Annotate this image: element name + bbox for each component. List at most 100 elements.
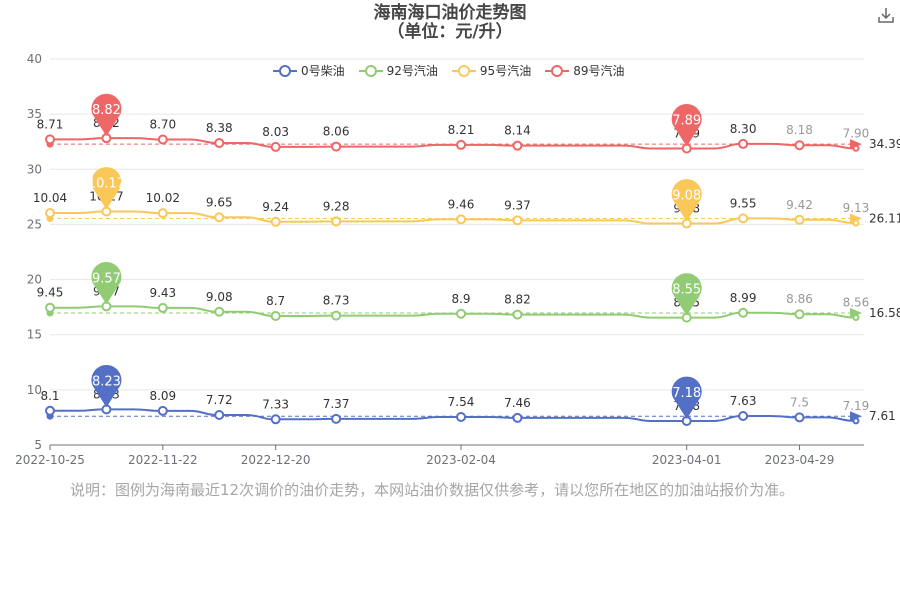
y-tick-label: 15: [27, 328, 42, 342]
legend-item[interactable]: 95号汽油: [451, 62, 532, 79]
data-point: [456, 411, 467, 422]
data-label: 8.09: [149, 389, 176, 403]
x-tick-label: 2022-11-22: [128, 453, 198, 467]
data-label: 9.43: [149, 286, 176, 300]
data-point: [852, 314, 860, 322]
data-label: 8.14: [504, 124, 531, 138]
data-point: [214, 410, 225, 421]
max-pin-label: 8.82: [92, 103, 121, 118]
data-point: [270, 216, 281, 227]
chart-note: 说明：图例为海南最近12次调价的油价走势，本网站油价数据仅供参考，请以您所在地区…: [70, 481, 795, 499]
data-point: [852, 144, 860, 152]
data-label: 8.7: [266, 294, 285, 308]
data-point: [331, 310, 342, 321]
data-point: [331, 413, 342, 424]
average-label: 34.39: [869, 137, 900, 151]
data-point: [456, 139, 467, 150]
data-label: 9.37: [504, 198, 531, 212]
data-label: 7.33: [262, 397, 289, 411]
min-pin: [671, 273, 702, 316]
data-point: [512, 309, 523, 320]
data-label: 8.99: [730, 291, 757, 305]
data-point: [214, 306, 225, 317]
data-label: 9.65: [206, 195, 233, 209]
x-tick-label: 2023-04-29: [765, 453, 835, 467]
data-point: [157, 134, 168, 145]
average-arrow: [850, 307, 862, 318]
data-point: [331, 141, 342, 152]
x-tick-label: 2022-12-20: [241, 453, 311, 467]
data-point: [456, 308, 467, 319]
max-pin-label: 10.17: [88, 177, 125, 192]
data-point: [512, 215, 523, 226]
data-point: [270, 310, 281, 321]
data-point: [270, 141, 281, 152]
data-label: 9.28: [323, 199, 350, 213]
data-point: [794, 140, 805, 151]
data-label: 7.19: [843, 399, 870, 413]
data-label: 8.73: [323, 294, 350, 308]
data-label: 9.42: [786, 198, 813, 212]
legend-marker-icon: [545, 64, 570, 77]
average-arrow: [850, 411, 862, 422]
data-point: [331, 216, 342, 227]
series-line: [50, 408, 856, 422]
data-point: [738, 213, 749, 224]
data-label: 8.86: [786, 292, 813, 306]
series-line: [50, 137, 856, 150]
max-pin-label: 8.23: [92, 374, 121, 389]
legend-label: 95号汽油: [479, 64, 532, 78]
legend-item[interactable]: 92号汽油: [358, 62, 438, 79]
legend-item[interactable]: 89号汽油: [545, 62, 624, 79]
min-pin: [671, 376, 702, 419]
data-label: 8.30: [730, 122, 757, 136]
x-tick-label: 2023-02-04: [426, 453, 496, 467]
data-point: [512, 140, 523, 151]
data-label: 9.24: [262, 200, 289, 214]
data-label: 9.13: [843, 201, 870, 215]
chart-legend: 0号柴油 92号汽油 95号汽油 89号汽油: [273, 62, 624, 79]
download-icon[interactable]: [877, 6, 895, 24]
data-label: 7.90: [843, 126, 870, 140]
average-label: 7.61: [869, 409, 896, 423]
legend-label: 89号汽油: [573, 64, 625, 78]
average-label: 16.58: [869, 306, 900, 320]
average-arrow: [850, 213, 862, 224]
y-tick-label: 30: [27, 162, 42, 176]
max-pin: [91, 167, 122, 210]
data-point: [157, 302, 168, 313]
legend-item[interactable]: 0号柴油: [273, 62, 345, 79]
x-tick-label: 2023-04-01: [652, 453, 722, 467]
legend-marker-icon: [451, 64, 476, 77]
data-point: [794, 214, 805, 225]
data-label: 8.1: [40, 389, 59, 403]
min-pin-label: 8.55: [672, 283, 701, 298]
min-pin: [671, 179, 702, 222]
data-label: 8.71: [37, 117, 64, 131]
data-label: 8.56: [843, 296, 870, 310]
data-label: 7.72: [206, 393, 233, 407]
data-label: 10.04: [33, 191, 67, 205]
average-label: 26.11: [869, 212, 900, 226]
data-point: [157, 208, 168, 219]
data-point: [456, 214, 467, 225]
data-point: [214, 138, 225, 149]
data-label: 7.46: [504, 396, 531, 410]
y-tick-label: 10: [27, 383, 42, 397]
max-pin-label: 9.57: [92, 271, 121, 286]
min-pin-label: 7.89: [672, 113, 701, 128]
y-tick-label: 40: [27, 52, 42, 66]
data-point: [512, 412, 523, 423]
min-pin-label: 9.08: [672, 189, 701, 204]
chart-title-box: 海南海口油价走势图 （单位：元/升）: [0, 4, 900, 42]
data-label: 8.18: [786, 123, 813, 137]
data-label: 7.63: [730, 394, 757, 408]
min-pin-label: 7.18: [672, 386, 701, 401]
legend-label: 0号柴油: [301, 64, 345, 78]
chart-subtitle: （单位：元/升）: [387, 22, 513, 42]
series-line: [50, 210, 856, 225]
data-label: 9.46: [448, 197, 475, 211]
y-tick-label: 20: [27, 273, 42, 287]
data-label: 8.03: [262, 125, 289, 139]
